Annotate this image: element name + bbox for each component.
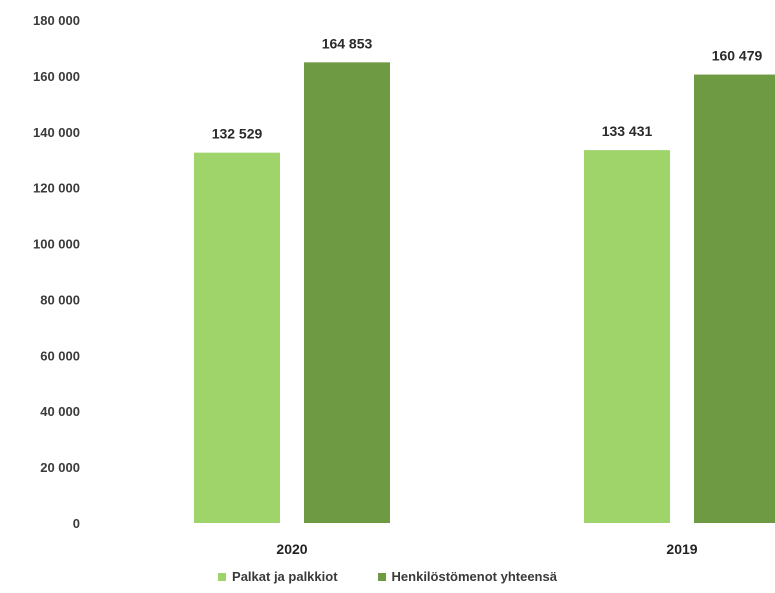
y-tick-label: 40 000 [40,404,80,419]
y-tick-label: 80 000 [40,292,80,307]
y-tick-label: 60 000 [40,348,80,363]
data-label: 132 529 [212,126,263,142]
x-category-label: 2019 [666,541,697,557]
y-tick-label: 0 [73,516,80,531]
y-tick-label: 140 000 [33,125,80,140]
legend-swatch-henkilostomenot [377,572,386,581]
y-tick-label: 120 000 [33,181,80,196]
y-tick-label: 160 000 [33,69,80,84]
x-category-label: 2020 [276,541,307,557]
y-axis-ticks: 0 20 000 40 000 60 000 80 000 100 000 120 000 1… [33,13,80,531]
legend-label-henkilostomenot: Henkilöstömenot yhteensä [391,569,557,584]
bar-chart: 0 20 000 40 000 60 000 80 000 100 000 120 000 1… [33,13,775,557]
data-label: 164 853 [322,35,373,51]
bar-henkilostomenot-2020 [304,62,390,523]
data-label: 133 431 [602,123,653,139]
bar-henkilostomenot-2019 [694,74,775,523]
x-axis-categories: 2020 2019 [276,541,697,557]
data-label: 160 479 [712,48,763,64]
bars [194,62,775,524]
bar-palkat-2020 [194,152,280,523]
legend-item-palkat: Palkat ja palkkiot [218,569,338,584]
legend: Palkat ja palkkiot Henkilöstömenot yhtee… [0,569,775,584]
bar-palkat-2019 [584,150,670,524]
legend-item-henkilostomenot: Henkilöstömenot yhteensä [377,569,557,584]
data-labels: 132 529 164 853 133 431 160 479 [212,35,763,141]
legend-swatch-palkat [218,572,227,581]
y-tick-label: 20 000 [40,460,80,475]
y-tick-label: 180 000 [33,13,80,28]
y-tick-label: 100 000 [33,237,80,252]
legend-label-palkat: Palkat ja palkkiot [232,569,338,584]
